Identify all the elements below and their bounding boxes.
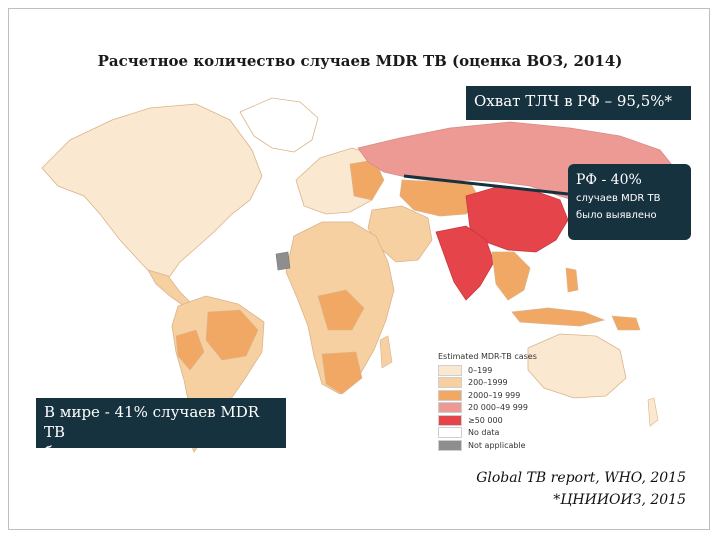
indonesia [511, 307, 606, 327]
legend-label: ≥50 000 [468, 415, 503, 425]
legend-label: 0–199 [468, 365, 493, 375]
legend-title: Estimated MDR-TB cases [438, 352, 537, 361]
legend-item: 20 000–49 999 [438, 402, 537, 415]
legend-swatch [438, 402, 462, 414]
map-legend: Estimated MDR-TB cases 0–199 200–1999 2000… [438, 352, 537, 452]
legend-item: 200–1999 [438, 377, 537, 390]
australia [527, 333, 627, 399]
legend-label: 200–1999 [468, 378, 508, 388]
papua-new-guinea [611, 315, 641, 331]
legend-item: ≥50 000 [438, 414, 537, 427]
world-callout-line1: В мире - 41% случаев MDR TB [44, 403, 260, 441]
greenland [239, 97, 319, 153]
legend-swatch [438, 414, 462, 426]
philippines [565, 267, 579, 293]
russia-callout-sub2: было выявлено [576, 210, 657, 221]
legend-item: 2000–19 999 [438, 389, 537, 402]
russia-pointer [403, 174, 569, 196]
legend-label: 2000–19 999 [468, 390, 521, 400]
legend-item: No data [438, 427, 537, 440]
page-title: Расчетное количество случаев MDR TB (оце… [97, 52, 623, 70]
legend-swatch [438, 364, 462, 376]
source-who: Global TB report, WHO, 2015 [476, 470, 686, 486]
legend-label: No data [468, 428, 500, 438]
central-africa [317, 289, 365, 331]
coverage-callout: Охват ТЛЧ в РФ – 95,5%* [466, 86, 691, 120]
peru-region [175, 329, 205, 371]
legend-swatch [438, 439, 462, 451]
legend-label: Not applicable [468, 440, 526, 450]
brazil-region [205, 309, 259, 361]
legend-swatch [438, 377, 462, 389]
southeast-asia [491, 251, 531, 301]
russia-callout: РФ - 40% случаев MDR TB было выявлено [568, 164, 691, 240]
russia-callout-sub1: случаев MDR TB [576, 193, 661, 204]
legend-item: 0–199 [438, 364, 537, 377]
source-cniioiz: *ЦНИИОИЗ, 2015 [553, 492, 686, 508]
india [435, 225, 495, 301]
madagascar [379, 335, 393, 369]
slide-frame [8, 8, 710, 530]
legend-item: Not applicable [438, 439, 537, 452]
legend-swatch [438, 389, 462, 401]
legend-label: 20 000–49 999 [468, 403, 528, 413]
legend-swatch [438, 427, 462, 439]
world-callout-line2: было выявлено [44, 443, 165, 461]
russia-callout-main: РФ - 40% [576, 172, 642, 188]
new-zealand [647, 397, 659, 427]
north-america [41, 103, 263, 281]
world-callout: В мире - 41% случаев MDR TB было выявлен… [36, 398, 286, 461]
western-sahara [275, 251, 291, 271]
south-africa [321, 351, 363, 395]
